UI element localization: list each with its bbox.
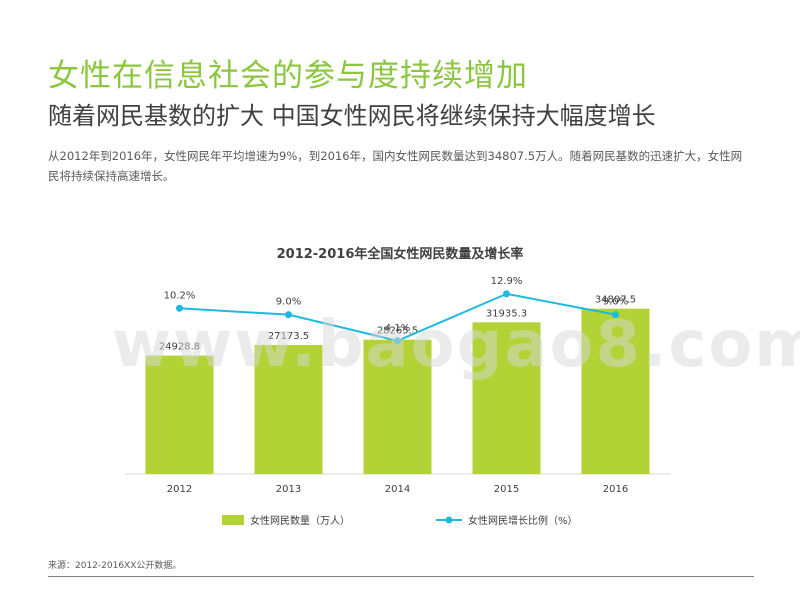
legend-line-marker: [445, 516, 453, 524]
bottom-divider: [48, 576, 754, 577]
bar-value-label: 31935.3: [486, 308, 527, 319]
x-tick-label: 2012: [167, 484, 192, 495]
growth-rate-label: 10.2%: [164, 290, 196, 301]
growth-rate-point: [394, 337, 401, 345]
growth-rate-point: [176, 304, 183, 312]
bar-2015: [472, 322, 541, 474]
x-tick-label: 2014: [385, 484, 410, 495]
growth-rate-label: 9.0%: [603, 297, 628, 308]
bar-2012: [145, 355, 214, 474]
growth-rate-point: [612, 311, 619, 319]
x-tick-label: 2015: [494, 484, 519, 495]
bar-value-label: 24928.8: [159, 342, 200, 353]
chart-title: 2012-2016年全国女性网民数量及增长率: [277, 246, 524, 262]
legend-line-label: 女性网民增长比例（%）: [468, 514, 578, 527]
bar-value-label: 28265.5: [377, 326, 418, 337]
legend-bar-swatch: [222, 515, 244, 525]
growth-rate-label: 4.1%: [385, 323, 410, 334]
page-subtitle: 随着网民基数的扩大 中国女性网民将继续保持大幅度增长: [48, 102, 656, 130]
bar-value-label: 27173.5: [268, 331, 309, 342]
bar-value-label: 34807.5: [595, 295, 636, 306]
growth-rate-label: 12.9%: [491, 276, 523, 287]
growth-rate-point: [285, 311, 292, 319]
bar-2016: [581, 308, 650, 474]
growth-rate-label: 9.0%: [276, 297, 301, 308]
chart-svg: 2012-2016年全国女性网民数量及增长率 24928.8 2012 27173.5…: [125, 246, 670, 527]
page-title: 女性在信息社会的参与度持续增加: [48, 58, 528, 94]
bar-2013: [254, 344, 323, 474]
legend-bar-label: 女性网民数量（万人）: [250, 514, 350, 527]
x-tick-label: 2013: [276, 484, 301, 495]
growth-rate-point: [503, 290, 510, 298]
bar-2014: [363, 339, 432, 474]
intro-paragraph: 从2012年到2016年，女性网民年平均增速为9%，到2016年，国内女性网民数…: [48, 149, 743, 183]
source-note: 来源：2012-2016XX公开数据。: [48, 561, 182, 571]
chart: 2012-2016年全国女性网民数量及增长率 24928.8 2012 27173.5…: [0, 230, 800, 540]
x-tick-label: 2016: [603, 484, 628, 495]
